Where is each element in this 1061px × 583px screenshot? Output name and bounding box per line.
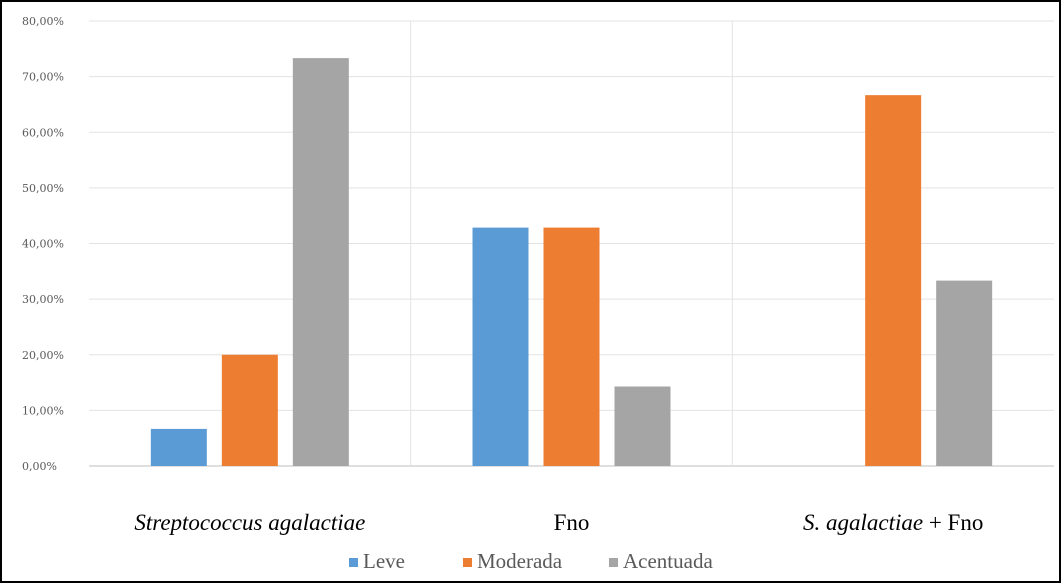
legend: Leve Moderada Acentuada: [349, 549, 713, 573]
y-tick-label: 10,00%: [22, 404, 64, 417]
bar-leve: [150, 428, 207, 466]
y-tick-label: 50,00%: [22, 182, 64, 195]
legend-swatch: [609, 558, 618, 567]
y-tick-label: 0,00%: [22, 460, 57, 473]
bar-leve: [472, 227, 529, 466]
bar-moderada: [865, 95, 922, 466]
y-axis-ticks: 0,00% 10,00% 20,00% 30,00% 40,00% 50,00% 60,00…: [22, 15, 64, 473]
y-tick-label: 30,00%: [22, 293, 64, 306]
category-label: Streptococcus agalactiae: [134, 510, 365, 535]
legend-swatch: [463, 558, 472, 567]
y-tick-label: 40,00%: [22, 238, 64, 251]
legend-label: Acentuada: [623, 549, 713, 573]
category-labels: Streptococcus agalactiae Fno S. agalactiae…: [134, 510, 983, 535]
legend-label: Leve: [363, 549, 405, 573]
category-label: S. agalactiae + Fno: [803, 510, 983, 535]
bar-moderada: [221, 354, 278, 466]
bar-acentuada: [614, 386, 671, 466]
bar-acentuada: [936, 280, 993, 466]
bar-acentuada: [292, 58, 349, 467]
legend-swatch: [349, 558, 358, 567]
y-tick-label: 80,00%: [22, 15, 64, 28]
bars: [150, 58, 993, 467]
y-tick-label: 70,00%: [22, 71, 64, 84]
bar-moderada: [543, 227, 600, 466]
y-tick-label: 60,00%: [22, 126, 64, 139]
y-tick-label: 20,00%: [22, 349, 64, 362]
legend-label: Moderada: [477, 549, 563, 573]
category-label: Fno: [554, 510, 590, 535]
